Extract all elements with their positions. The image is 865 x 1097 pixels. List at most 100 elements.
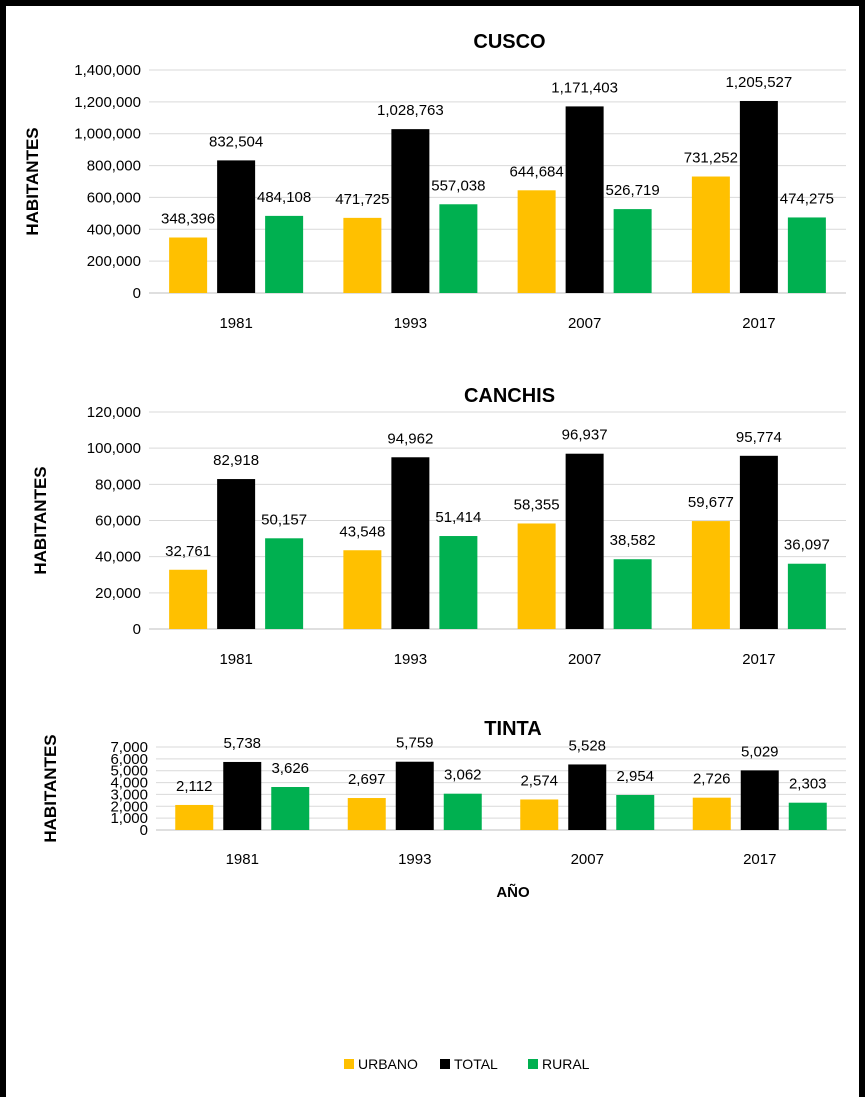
cusco-bar-total-1993 [391, 129, 430, 293]
cusco-data-label-urbano-2007: 644,684 [510, 163, 564, 180]
canchis-bar-urbano-1993 [343, 550, 382, 629]
cusco-data-label-total-1993: 1,028,763 [377, 102, 444, 119]
tinta-data-label-total-1993: 5,759 [396, 735, 434, 752]
canchis-y-tick-label: 100,000 [87, 440, 141, 457]
cusco-y-tick-label: 1,000,000 [74, 126, 141, 143]
tinta-data-label-urbano-1993: 2,697 [348, 771, 386, 788]
canchis-chart-title: CANCHIS [464, 385, 555, 407]
tinta-bar-rural-1981 [271, 787, 310, 830]
tinta-x-tick-label: 2017 [743, 851, 776, 868]
canchis-y-axis-label: HABITANTES [31, 466, 50, 574]
cusco-bar-total-2017 [739, 100, 778, 293]
cusco-y-tick-label: 400,000 [87, 221, 141, 238]
canchis-bar-rural-2007 [613, 559, 652, 629]
cusco-y-tick-label: 0 [133, 285, 141, 302]
tinta-bar-urbano-1981 [175, 804, 214, 830]
cusco-bar-total-1981 [217, 160, 256, 293]
cusco-bar-rural-2017 [787, 217, 826, 293]
legend-swatch-rural [528, 1059, 538, 1069]
tinta-x-tick-label: 1981 [226, 851, 259, 868]
cusco-bar-urbano-2017 [691, 176, 730, 293]
canchis-data-label-rural-1993: 51,414 [435, 509, 481, 526]
cusco-data-label-rural-2007: 526,719 [606, 182, 660, 199]
cusco-y-tick-label: 200,000 [87, 253, 141, 270]
tinta-y-tick-label: 2,000 [110, 798, 148, 815]
tinta-x-axis-label: AÑO [496, 883, 530, 901]
cusco-y-axis-label: HABITANTES [23, 127, 42, 235]
cusco-data-label-urbano-2017: 731,252 [684, 150, 738, 167]
tinta-bar-urbano-1993 [347, 798, 386, 830]
chart-frame: CUSCO 0 200,000 400,000 600,000 800,000 1,000,… [6, 6, 859, 1097]
canchis-bar-urbano-1981 [169, 569, 208, 629]
tinta-y-axis-label: HABITANTES [41, 734, 60, 842]
cusco-x-tick-label: 1993 [394, 315, 427, 332]
tinta-data-label-urbano-2017: 2,726 [693, 771, 731, 788]
cusco-bar-urbano-2007 [517, 190, 556, 293]
tinta-chart-title: TINTA [484, 718, 541, 740]
tinta-data-label-rural-2017: 2,303 [789, 776, 827, 793]
cusco-data-label-total-2017: 1,205,527 [726, 74, 793, 91]
tinta-y-tick-label: 6,000 [110, 751, 148, 768]
cusco-x-tick-label: 2007 [568, 315, 601, 332]
canchis-data-label-urbano-1993: 43,548 [339, 523, 385, 540]
canchis-data-label-total-1993: 94,962 [387, 430, 433, 447]
legend-swatch-urbano [344, 1059, 354, 1069]
canchis-y-tick-label: 120,000 [87, 404, 141, 421]
cusco-data-label-total-1981: 832,504 [209, 133, 263, 150]
tinta-data-label-total-2017: 5,029 [741, 743, 779, 760]
tinta-x-tick-label: 1993 [398, 851, 431, 868]
canchis-x-tick-label: 1993 [394, 651, 427, 668]
tinta-y-tick-label: 0 [140, 822, 148, 839]
cusco-chart-title: CUSCO [473, 31, 545, 53]
cusco-y-tick-label: 1,400,000 [74, 62, 141, 79]
canchis-bar-rural-1981 [265, 538, 304, 629]
tinta-data-label-rural-1981: 3,626 [271, 760, 309, 777]
canchis-y-tick-label: 40,000 [95, 549, 141, 566]
cusco-bar-total-2007 [565, 106, 604, 294]
canchis-data-label-rural-2007: 38,582 [610, 532, 656, 549]
tinta-data-label-urbano-1981: 2,112 [176, 778, 212, 795]
cusco-data-label-rural-1993: 557,038 [431, 177, 485, 194]
cusco-bar-rural-1993 [439, 204, 478, 293]
legend-label-rural: RURAL [542, 1056, 590, 1072]
cusco-bar-rural-2007 [613, 209, 652, 293]
tinta-data-label-rural-1993: 3,062 [444, 767, 482, 784]
tinta-bar-total-1981 [223, 761, 262, 830]
canchis-data-label-rural-2017: 36,097 [784, 537, 830, 554]
canchis-bar-urbano-2007 [517, 523, 556, 629]
tinta-y-tick-label: 7,000 [110, 739, 148, 756]
legend-label-urbano: URBANO [358, 1056, 418, 1072]
cusco-y-tick-label: 600,000 [87, 189, 141, 206]
canchis-data-label-total-2017: 95,774 [736, 429, 782, 446]
cusco-data-label-rural-2017: 474,275 [780, 190, 834, 207]
cusco-data-label-total-2007: 1,171,403 [551, 79, 618, 96]
tinta-y-tick-label: 5,000 [110, 763, 148, 780]
tinta-data-label-total-1981: 5,738 [223, 735, 261, 752]
canchis-data-label-urbano-2017: 59,677 [688, 494, 734, 511]
tinta-data-label-total-2007: 5,528 [568, 737, 606, 754]
legend-label-total: TOTAL [454, 1056, 498, 1072]
charts-svg: CUSCO 0 200,000 400,000 600,000 800,000 1,000,… [23, 31, 846, 1072]
cusco-bar-rural-1981 [265, 215, 304, 293]
cusco-bar-urbano-1993 [343, 217, 382, 293]
tinta-bar-total-1993 [395, 761, 434, 830]
cusco-data-label-rural-1981: 484,108 [257, 189, 311, 206]
canchis-data-label-total-2007: 96,937 [562, 427, 608, 444]
tinta-bar-rural-2017 [788, 802, 827, 830]
legend-swatch-total [440, 1059, 450, 1069]
canchis-y-tick-label: 0 [133, 621, 141, 638]
tinta-bar-rural-2007 [616, 794, 655, 830]
tinta-bar-urbano-2007 [520, 799, 559, 830]
cusco-y-tick-label: 800,000 [87, 158, 141, 175]
tinta-y-tick-label: 3,000 [110, 786, 148, 803]
tinta-bar-total-2017 [740, 770, 779, 830]
canchis-x-tick-label: 2017 [742, 651, 775, 668]
canchis-bar-total-2017 [739, 455, 778, 629]
cusco-bar-urbano-1981 [169, 237, 208, 293]
canchis-data-label-urbano-2007: 58,355 [514, 496, 560, 513]
cusco-data-label-urbano-1993: 471,725 [335, 191, 389, 208]
canchis-bar-total-1993 [391, 457, 430, 629]
cusco-data-label-urbano-1981: 348,396 [161, 211, 215, 228]
tinta-y-tick-label: 4,000 [110, 775, 148, 792]
cusco-x-tick-label: 2017 [742, 315, 775, 332]
